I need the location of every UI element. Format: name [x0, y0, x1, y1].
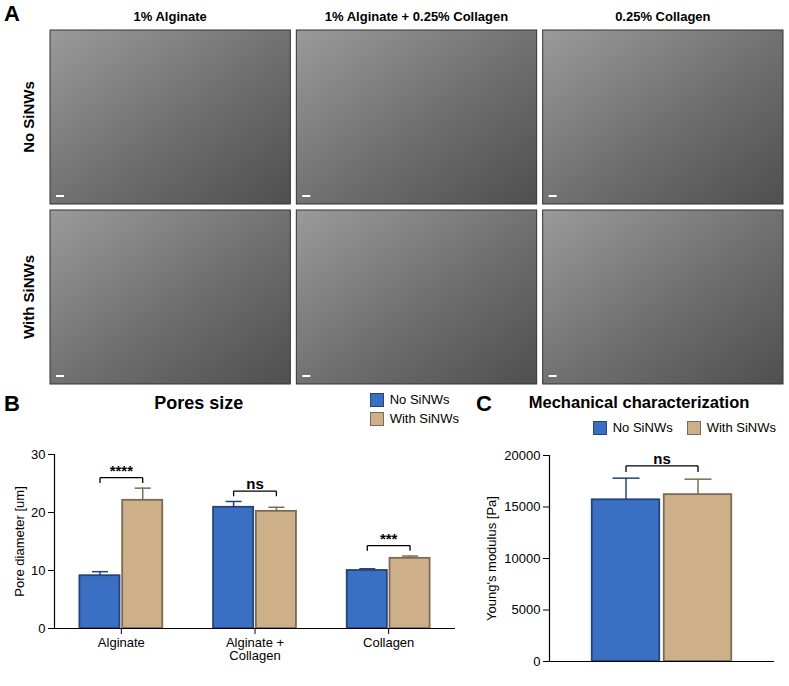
svg-text:Collagen: Collagen	[363, 635, 414, 650]
svg-text:Young's modulus [Pa]: Young's modulus [Pa]	[484, 496, 499, 621]
svg-text:20000: 20000	[504, 448, 540, 463]
svg-text:0.25% Collagen: 0.25% Collagen	[615, 9, 710, 24]
svg-text:Pore diameter [um]: Pore diameter [um]	[12, 486, 27, 597]
svg-text:***: ***	[380, 530, 398, 547]
svg-text:ns: ns	[653, 450, 671, 467]
svg-text:1% Alginate + 0.25% Collagen: 1% Alginate + 0.25% Collagen	[325, 9, 508, 24]
html-text:No SiNWs: No SiNWs	[612, 420, 673, 435]
svg-text:20: 20	[31, 505, 45, 520]
svg-text:Alginate: Alginate	[98, 635, 145, 650]
html-text:Mechanical characterization: Mechanical characterization	[528, 393, 750, 412]
html-text:C: C	[476, 391, 492, 416]
html-text:No SiNWs: No SiNWs	[389, 392, 450, 407]
svg-text:****: ****	[110, 462, 134, 479]
svg-text:15000: 15000	[504, 499, 540, 514]
svg-text:30: 30	[31, 447, 45, 462]
svg-text:5000: 5000	[512, 602, 541, 617]
svg-text:10000: 10000	[504, 551, 540, 566]
svg-text:A: A	[4, 1, 20, 26]
html-text:B: B	[4, 391, 20, 416]
html-text:With SiNWs: With SiNWs	[389, 411, 459, 426]
svg-text:No SiNWs: No SiNWs	[20, 81, 37, 153]
html-text:Pores size: Pores size	[154, 393, 244, 413]
html-text:With SiNWs: With SiNWs	[706, 420, 776, 435]
svg-text:0: 0	[38, 621, 45, 636]
svg-text:0: 0	[533, 654, 540, 669]
svg-text:1% Alginate: 1% Alginate	[134, 9, 207, 24]
svg-text:With SiNWs: With SiNWs	[20, 255, 37, 339]
svg-text:10: 10	[31, 563, 45, 578]
svg-text:Alginate +Collagen: Alginate +Collagen	[226, 635, 284, 663]
svg-text:ns: ns	[246, 475, 264, 492]
